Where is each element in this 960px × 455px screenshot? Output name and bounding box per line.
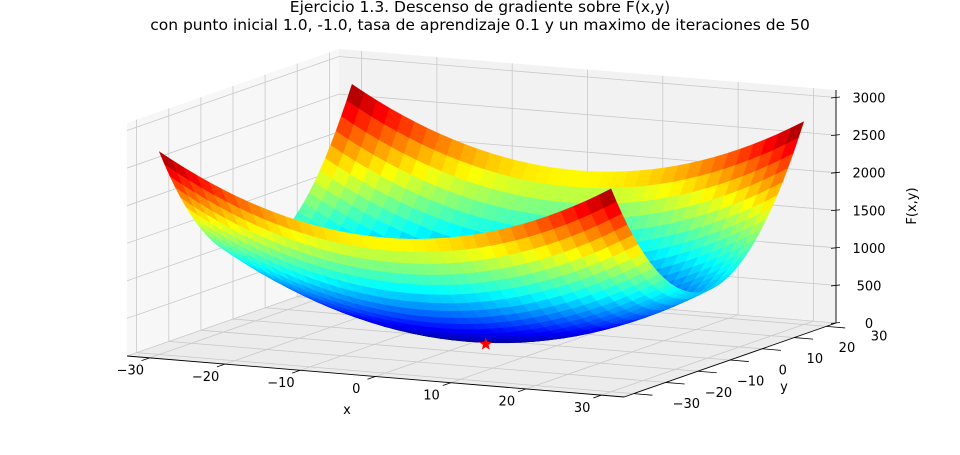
y-tick-label: −10 [737,375,764,390]
minimum-star-marker [479,337,493,350]
x-tick-label: 30 [574,401,591,416]
z-tick-label: 0 [865,317,873,332]
z-tick-mark [830,284,841,287]
x-tick-mark [141,357,150,362]
z-tick-mark [830,322,841,324]
y-tick-mark [826,325,846,329]
chart-subtitle: con punto inicial 1.0, -1.0, tasa de apr… [150,16,810,34]
x-tick-label: −30 [117,364,144,379]
x-tick-label: 0 [352,382,360,397]
grid-line-z [126,93,837,169]
y-tick-mark [794,337,814,340]
y-tick-label: 20 [839,341,856,356]
chart-title: Ejercicio 1.3. Descenso de gradiente sob… [290,0,670,16]
x-tick-mark [216,363,226,368]
surface-patch [598,188,617,209]
z-tick-label: 2500 [852,129,885,144]
x-tick-label: −10 [267,376,294,391]
z-tick-label: 1000 [852,242,885,257]
y-tick-mark [633,393,653,396]
x-tick-label: 20 [499,395,516,410]
z-tick-label: 2000 [852,167,885,182]
x-tick-mark [292,369,301,374]
z-tick-mark [830,96,841,99]
x-tick-label: −20 [192,370,219,385]
x-tick-label: 10 [423,388,440,403]
x-tick-mark [517,388,527,393]
x-tick-mark [367,376,376,380]
x-tick-mark [442,382,451,386]
y-tick-mark [697,370,717,374]
z-tick-mark [830,246,841,249]
minimum-marker-layer [479,337,493,350]
axis-ticks: −30 −20 −10 0 10 20 30 −30−20−10010203005001000… [117,92,888,416]
x-tick-mark [593,394,602,399]
z-tick-label: 1500 [852,204,885,219]
z-axis-label: F(x,y) [905,187,920,224]
y-tick-label: −20 [705,386,732,401]
y-tick-mark [665,382,685,385]
y-tick-label: 30 [871,330,888,345]
x-axis-label: x [343,403,351,418]
z-tick-label: 3000 [852,92,885,107]
y-tick-mark [729,359,749,362]
grid-line-z [126,56,837,131]
z-tick-mark [830,209,841,212]
y-tick-label: 0 [779,363,787,378]
y-tick-mark [762,348,781,351]
z-tick-label: 500 [857,279,882,294]
y-axis-label: y [780,380,788,395]
z-tick-mark [830,134,841,136]
y-tick-label: −30 [673,397,700,412]
y-tick-label: 10 [807,352,824,367]
surface-plot [158,83,805,344]
z-tick-mark [830,171,841,174]
